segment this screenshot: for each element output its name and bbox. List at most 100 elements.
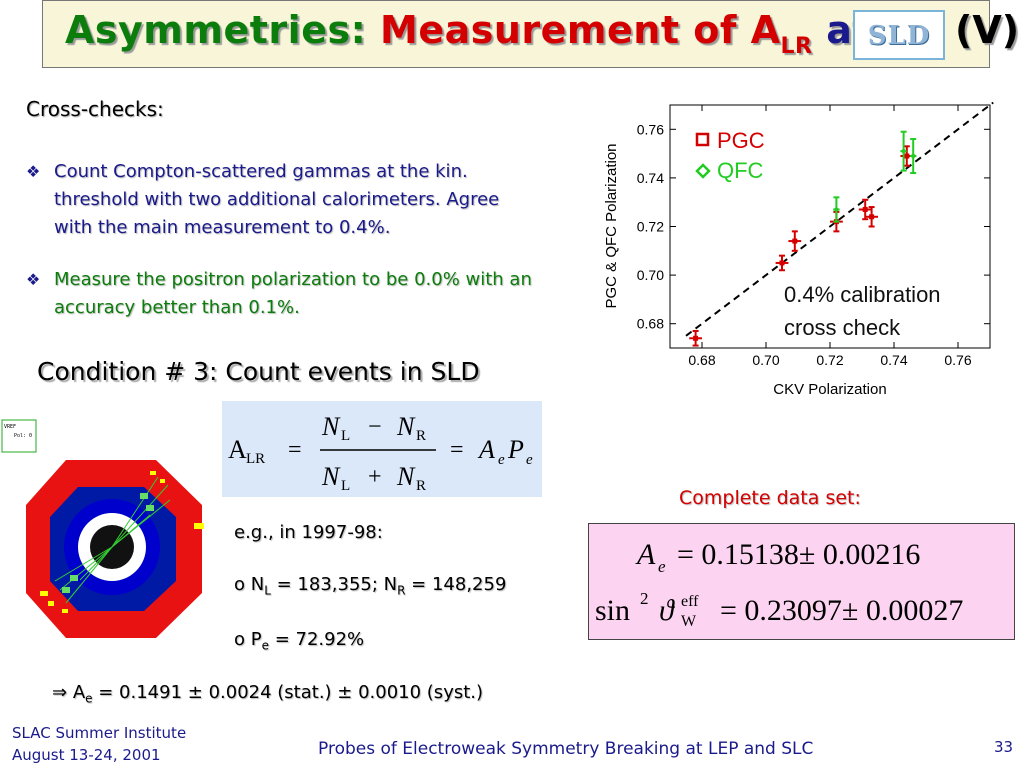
counts-sub-r: R: [397, 583, 406, 598]
hit-clusters: [62, 493, 154, 593]
formula-den-sub2: R: [416, 478, 426, 494]
qfc-data-point: [900, 130, 907, 172]
legend-pgc-marker: [695, 132, 710, 147]
ae-result-post: = 0.1491 ± 0.0024 (stat.) ± 0.0010 (syst…: [92, 682, 484, 703]
example-polarization: o Pe = 72.92%: [234, 629, 364, 653]
pgc-data-point: [689, 329, 702, 347]
formula-rhs-e1: e: [498, 452, 505, 468]
ae-result-pre: A: [67, 682, 86, 703]
sld-event-display: VREF Pol: 0: [0, 405, 222, 645]
ae-result: ⇒ Ae = 0.1491 ± 0.0024 (stat.) ± 0.0010 …: [52, 682, 483, 706]
footer-event: SLAC Summer Institute August 13-24, 2001: [12, 722, 186, 766]
formula-lhs-sub: LR: [246, 451, 265, 467]
chart-xlabel: CKV Polarization: [773, 381, 886, 398]
chart-ylabel: PGC & QFC Polarization: [603, 143, 620, 308]
diamond-bullet-icon: ❖: [26, 270, 41, 289]
legend-qfc-label: QFC: [717, 158, 764, 183]
result2-theta-sup: eff: [681, 593, 699, 610]
title-part-asymmetries: Asymmetries:: [65, 8, 381, 52]
title-subscript-lr: LR: [780, 34, 813, 59]
bullet-positron: ❖ Measure the positron polarization to b…: [26, 266, 532, 322]
formula-den-n2: N: [396, 462, 416, 491]
sld-logo-text: SLD: [867, 21, 931, 51]
formula-den-sub1: L: [341, 478, 350, 494]
final-results-box: A e = 0.15138± 0.00216 sin 2 ϑ eff W = 0…: [588, 523, 1015, 640]
result2-theta: ϑ: [659, 594, 676, 627]
square-marker: [904, 153, 910, 159]
bullet-compton: ❖ Count Compton-scattered gammas at the …: [26, 158, 526, 242]
calibration-diagonal-line: [685, 101, 994, 337]
result2-rhs: = 0.23097± 0.00027: [720, 594, 963, 627]
counts-sub-l: L: [264, 583, 271, 598]
result2-theta-sub: W: [681, 613, 697, 630]
chart-annotation-line1: 0.4% calibration: [784, 282, 941, 307]
pol-suffix: = 72.92%: [268, 629, 365, 650]
result2-sin-sup: 2: [640, 589, 649, 608]
formula-rhs-e2: e: [526, 452, 533, 468]
qfc-data-point: [910, 138, 917, 175]
x-tick-label: 0.70: [752, 352, 779, 368]
energy-deposits: [40, 471, 204, 613]
condition-heading: Condition # 3: Count events in SLD: [37, 357, 480, 386]
result1-sub: e: [658, 557, 666, 576]
formula-lhs: A: [228, 435, 247, 464]
alr-formula-box: A LR = N L − N R N L + N R = A e P e: [222, 401, 542, 497]
pgc-data-point: [788, 230, 802, 252]
slide-number: 33: [994, 738, 1014, 756]
x-tick-label: 0.68: [688, 352, 715, 368]
counts-prefix: o N: [234, 574, 265, 595]
particle-tracks: [54, 476, 171, 604]
diamond-marker: [833, 206, 840, 213]
square-marker: [779, 260, 785, 266]
y-tick-label: 0.72: [637, 219, 664, 235]
formula-minus: −: [368, 414, 382, 440]
y-tick-label: 0.70: [637, 267, 664, 283]
chart-annotation-line2: cross check: [784, 315, 901, 340]
complete-data-label: Complete data set:: [679, 487, 861, 509]
formula-plus: +: [368, 464, 382, 490]
pgc-data-point: [775, 254, 789, 272]
result1-rhs: = 0.15138± 0.00216: [677, 538, 920, 571]
counts-suffix: = 148,259: [405, 574, 507, 595]
title-part-roman-numeral: (V): [955, 8, 1020, 52]
y-tick-label: 0.68: [637, 316, 664, 332]
x-tick-label: 0.72: [816, 352, 843, 368]
square-marker: [862, 206, 868, 212]
event-info-line1: VREF: [4, 424, 16, 430]
event-info-line2: Pol: 0: [14, 433, 32, 439]
pol-prefix: o P: [234, 629, 262, 650]
final-results-formula: A e = 0.15138± 0.00216 sin 2 ϑ eff W = 0…: [595, 538, 963, 630]
square-marker: [792, 238, 798, 244]
legend-pgc-label: PGC: [717, 128, 765, 153]
formula-eq1: =: [288, 437, 302, 463]
y-tick-label: 0.74: [637, 170, 664, 186]
result1-lhs: A: [635, 538, 656, 571]
qfc-data-point: [833, 196, 840, 223]
legend-qfc-marker: [695, 163, 711, 179]
square-marker: [869, 214, 875, 220]
formula-rhs-p: P: [507, 435, 524, 464]
pgc-data-point: [865, 206, 878, 228]
slide-title: Asymmetries: Measurement of ALR at: [65, 8, 871, 59]
alr-formula: A LR = N L − N R N L + N R = A e P e: [228, 412, 533, 494]
crosschecks-heading: Cross-checks:: [26, 97, 164, 121]
counts-mid: = 183,355; N: [270, 574, 398, 595]
sld-logo: SLD: [853, 10, 945, 60]
footer-event-dates: August 13-24, 2001: [12, 746, 161, 764]
diamond-marker: [910, 153, 917, 160]
title-part-measurement: Measurement of A: [380, 8, 781, 52]
formula-eq2: =: [450, 437, 464, 463]
ae-result-sub: e: [85, 691, 93, 706]
example-heading: e.g., in 1997-98:: [234, 522, 383, 543]
example-counts: o NL = 183,355; NR = 148,259: [234, 574, 506, 598]
polarization-chart: 0.68 0.70 0.72 0.74 0.76 0.68 0.70 0.72 0.74 0.7…: [596, 95, 1006, 400]
event-display-graphic: VREF Pol: 0: [1, 419, 204, 638]
polarization-chart-svg: 0.68 0.70 0.72 0.74 0.76 0.68 0.70 0.72 0.74 0.7…: [603, 101, 994, 398]
result2-sin: sin: [595, 594, 630, 627]
diamond-marker: [900, 148, 907, 155]
bullet-compton-text: Count Compton-scattered gammas at the ki…: [54, 161, 500, 238]
formula-num-sub2: R: [416, 428, 426, 444]
x-tick-label: 0.76: [944, 352, 971, 368]
y-tick-label: 0.76: [637, 121, 664, 137]
footer-event-name: SLAC Summer Institute: [12, 724, 187, 742]
